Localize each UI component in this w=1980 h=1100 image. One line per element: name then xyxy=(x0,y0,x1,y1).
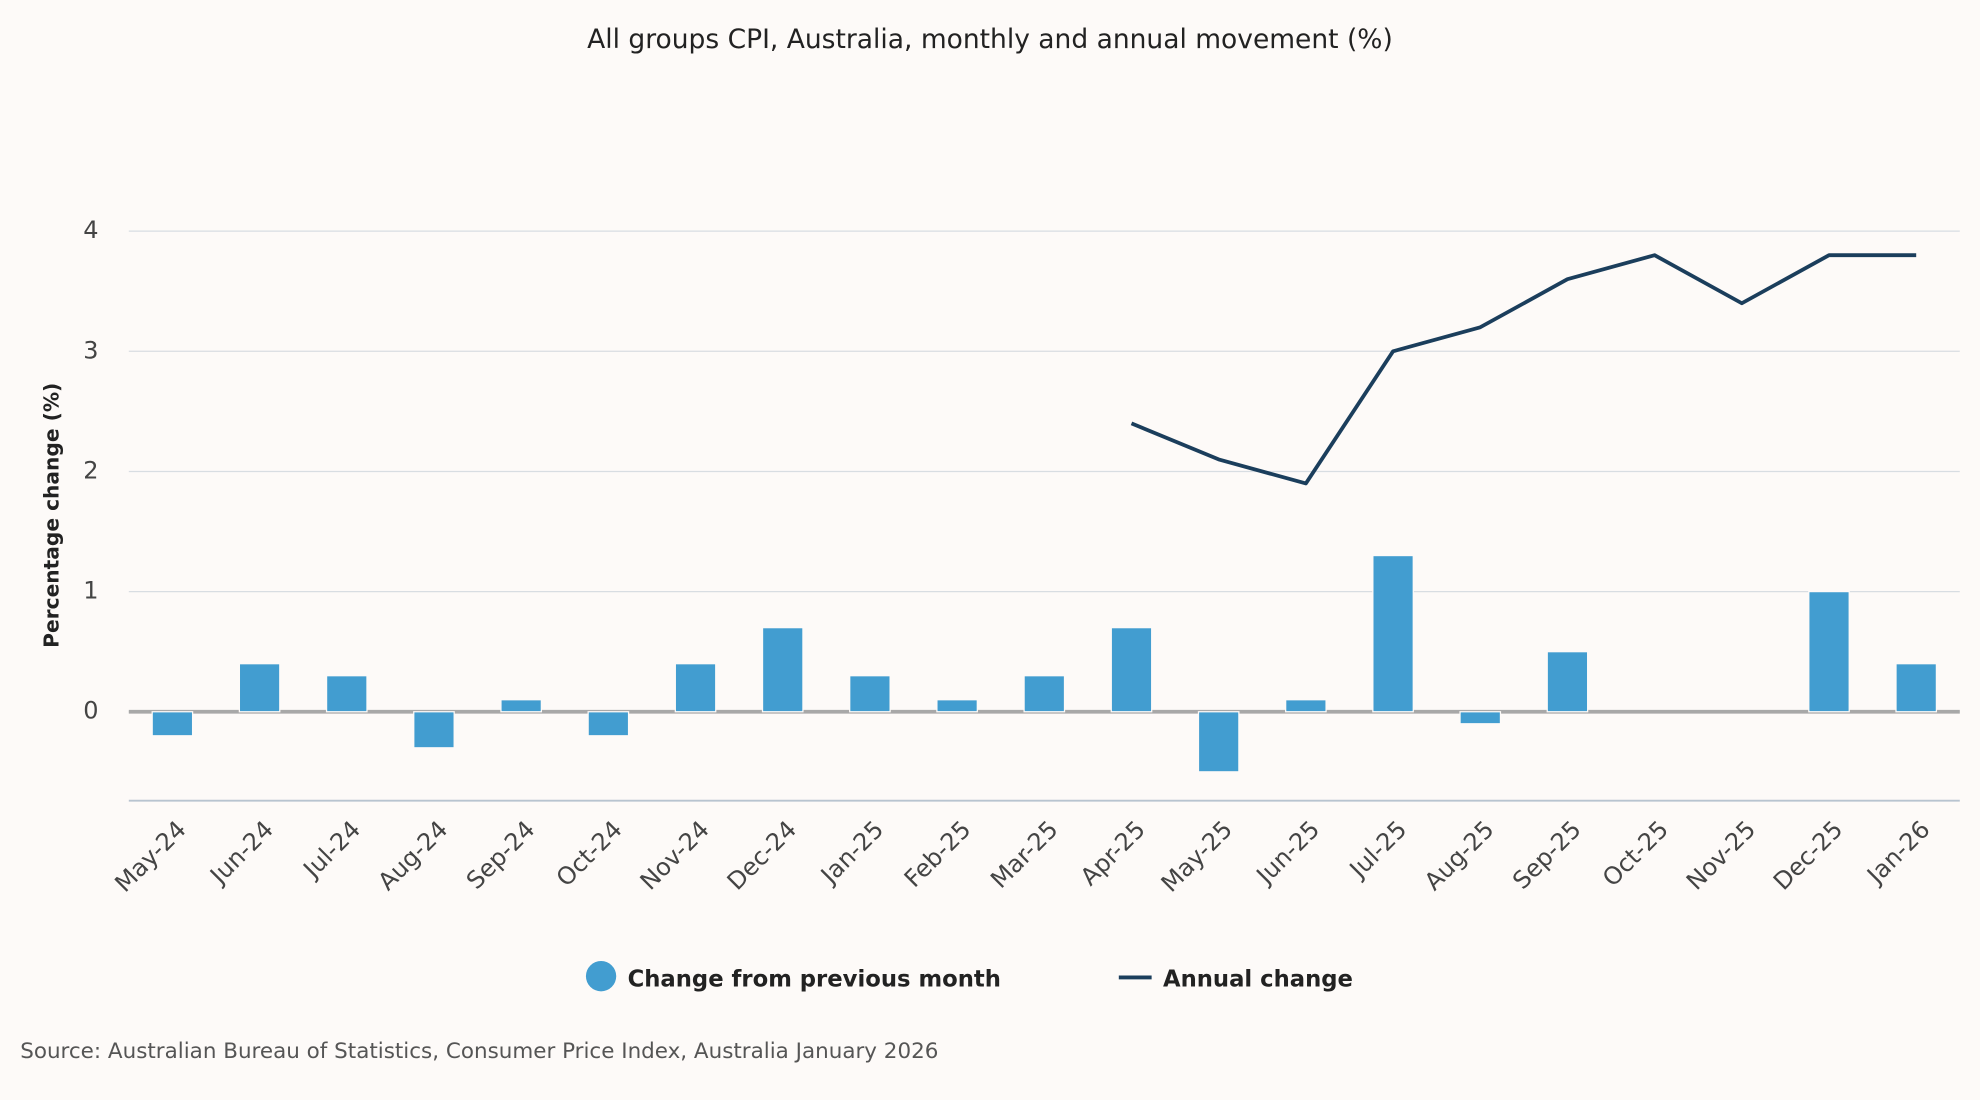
y-axis-label: Percentage change (%) xyxy=(40,383,64,648)
bar xyxy=(1459,711,1502,725)
legend-marker xyxy=(585,961,617,992)
y-tick-label: 3 xyxy=(83,336,98,364)
bar xyxy=(151,711,194,737)
legend-item: Change from previous month xyxy=(585,961,1001,992)
y-tick-label: 1 xyxy=(83,577,98,605)
legend-label: Change from previous month xyxy=(628,966,1001,992)
chart-title: All groups CPI, Australia, monthly and a… xyxy=(587,24,1393,55)
bar xyxy=(674,663,717,713)
bar xyxy=(587,711,630,737)
bar xyxy=(1110,627,1153,713)
y-tick-label: 4 xyxy=(83,216,98,244)
line xyxy=(1130,253,1917,486)
bar xyxy=(413,711,455,749)
y-tick-label: 2 xyxy=(83,456,98,484)
legend-item: Annual change xyxy=(1118,966,1353,992)
bar xyxy=(761,627,804,713)
bar xyxy=(238,663,281,713)
bar xyxy=(325,675,368,713)
bar xyxy=(1372,554,1414,713)
source-note: Source: Australian Bureau of Statistics,… xyxy=(20,1039,938,1064)
bar xyxy=(1197,711,1240,773)
bar xyxy=(1023,675,1066,713)
bar xyxy=(1808,590,1850,713)
bar xyxy=(936,699,978,713)
bar xyxy=(1546,651,1589,713)
bar xyxy=(1895,663,1938,713)
legend-label: Annual change xyxy=(1163,966,1353,992)
bar xyxy=(500,699,542,713)
bar xyxy=(1285,699,1327,713)
bar xyxy=(849,675,891,713)
y-tick-label: 0 xyxy=(83,697,98,725)
